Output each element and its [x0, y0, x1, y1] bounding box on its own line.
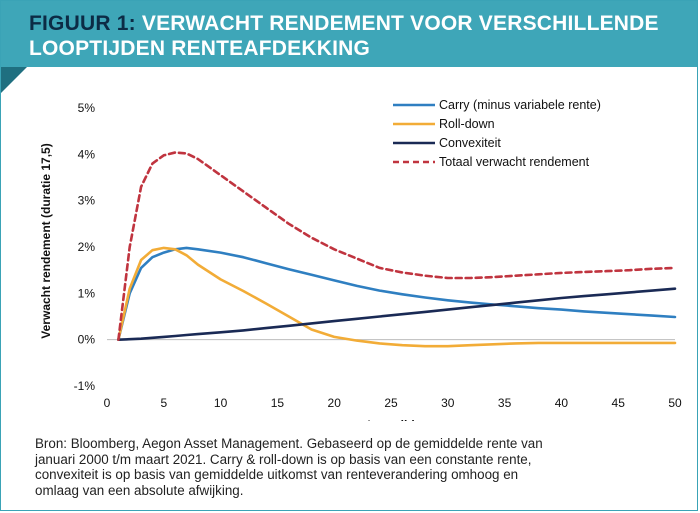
- y-tick-label: 1%: [78, 286, 96, 300]
- x-tick-label: 0: [104, 396, 111, 410]
- x-tick-label: 50: [668, 396, 682, 410]
- series-line-1: [117, 246, 677, 342]
- source-line-4: omlaag van een absolute afwijking.: [35, 482, 244, 498]
- x-tick-label: 40: [555, 396, 569, 410]
- legend-label: Carry (minus variabele rente): [439, 98, 601, 112]
- source-note: Bron: Bloomberg, Aegon Asset Management.…: [35, 436, 685, 498]
- y-tick-label: -1%: [74, 379, 96, 393]
- x-tick-label: 15: [271, 396, 285, 410]
- figure-title: FIGUUR 1: VERWACHT RENDEMENT VOOR VERSCH…: [29, 11, 689, 61]
- source-line-2: januari 2000 t/m maart 2021. Carry & rol…: [35, 451, 532, 467]
- legend-label: Roll-down: [439, 117, 495, 131]
- y-tick-label: 2%: [78, 240, 96, 254]
- legend-label: Convexiteit: [439, 136, 501, 150]
- source-line-3: convexiteit is op basis van gemiddelde u…: [35, 467, 519, 483]
- x-axis-label: Looptijd: [367, 418, 414, 421]
- x-tick-label: 35: [498, 396, 512, 410]
- figure-number: FIGUUR 1:: [29, 12, 136, 35]
- x-tick-label: 30: [441, 396, 455, 410]
- series-line-3: [117, 287, 677, 342]
- x-tick-label: 45: [612, 396, 626, 410]
- header-fold-decoration: [1, 67, 27, 93]
- source-line-1: Bron: Bloomberg, Aegon Asset Management.…: [35, 436, 543, 451]
- series-line-2: [117, 246, 677, 348]
- x-tick-label: 20: [328, 396, 342, 410]
- title-line-1: VERWACHT RENDEMENT VOOR VERSCHILLENDE: [141, 12, 659, 35]
- y-tick-label: 3%: [78, 194, 96, 208]
- y-tick-label: 5%: [78, 101, 96, 115]
- x-tick-label: 25: [384, 396, 398, 410]
- series-line-4: [117, 151, 677, 342]
- x-tick-label: 10: [214, 396, 228, 410]
- figure-header: FIGUUR 1: VERWACHT RENDEMENT VOOR VERSCH…: [1, 1, 697, 67]
- y-axis-label: Verwacht rendement (duratie 17,5): [39, 143, 53, 338]
- y-tick-label: 4%: [78, 147, 96, 161]
- title-line-2: LOOPTIJDEN RENTEAFDEKKING: [29, 37, 371, 60]
- x-tick-label: 5: [160, 396, 167, 410]
- y-tick-label: 0%: [78, 333, 96, 347]
- legend-label: Totaal verwacht rendement: [439, 155, 590, 169]
- line-chart: -1% 0% 1% 2% 3% 4% 5% 0 5 10 15 20 25 30 35 40 45 50 Loopt…: [39, 98, 682, 421]
